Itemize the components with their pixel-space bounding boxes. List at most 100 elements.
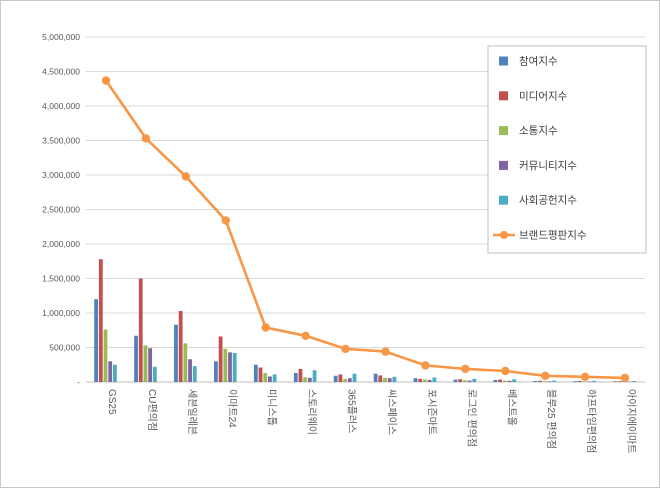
bar-series-3 <box>427 379 432 382</box>
bar-series-1 <box>98 259 103 382</box>
reputation-line-marker <box>141 134 151 143</box>
legend-swatch-icon <box>499 56 508 66</box>
reputation-line-marker <box>461 364 470 374</box>
bar-series-2 <box>103 329 108 382</box>
bar-series-4 <box>152 366 157 382</box>
y-axis-tick-label: 3,000,000 <box>42 170 80 180</box>
bar-series-3 <box>108 361 113 382</box>
bar-series-3 <box>467 380 472 382</box>
reputation-line-marker <box>221 216 230 225</box>
legend-item: 브랜드평판지수 <box>493 230 587 242</box>
bar-series-4 <box>392 376 397 382</box>
x-axis-category-label: 포시즌마트 <box>425 389 437 435</box>
x-axis-category-label: 이마트24 <box>226 389 238 428</box>
bar-series-0 <box>333 375 338 382</box>
bar-series-0 <box>493 379 498 382</box>
x-axis-category-label: 미니스톱 <box>266 389 278 426</box>
reputation-line-marker <box>421 361 430 370</box>
bar-series-3 <box>148 348 153 382</box>
y-axis-tick-label: 2,000,000 <box>42 239 80 249</box>
y-axis-tick-label: 5,000,000 <box>42 32 80 42</box>
bar-series-4 <box>272 374 277 382</box>
legend-item: 참여지수 <box>499 56 558 68</box>
legend-label: 사회공헌지수 <box>519 195 577 207</box>
x-axis-category-label: 아이지에이마트 <box>625 389 637 453</box>
bar-series-1 <box>378 375 383 382</box>
legend-marker-icon <box>500 231 508 239</box>
x-axis-category-label: 하프타임편의점 <box>585 389 598 453</box>
bar-series-4 <box>232 353 237 382</box>
bar-series-2 <box>383 377 387 382</box>
reputation-line-marker <box>620 373 630 383</box>
reputation-line-marker <box>261 323 270 332</box>
bar-series-3 <box>307 377 312 382</box>
y-axis-tick-label: 1,500,000 <box>42 274 80 284</box>
x-axis-category-label: 스토리웨이 <box>306 389 318 435</box>
x-axis-category-label: 베스트올 <box>505 389 517 426</box>
legend-label: 소통지수 <box>519 125 558 137</box>
bar-series-2 <box>343 378 347 382</box>
reputation-line-marker <box>301 331 310 340</box>
y-axis-tick-label: 1,000,000 <box>42 308 80 318</box>
bar-series-2 <box>462 380 467 382</box>
bar-series-1 <box>578 380 582 382</box>
bar-series-3 <box>347 378 352 382</box>
x-axis-category-label: 365플러스 <box>346 389 358 433</box>
bar-series-0 <box>134 335 138 382</box>
y-axis-tick-label: 4,500,000 <box>42 67 80 77</box>
bar-series-2 <box>303 377 308 382</box>
reputation-line-marker <box>101 76 111 85</box>
legend-label: 브랜드평판지수 <box>519 230 587 242</box>
bar-series-0 <box>573 381 578 382</box>
bar-series-0 <box>293 373 298 382</box>
x-axis-category-label: 로그인 편의점 <box>465 389 477 447</box>
bar-series-1 <box>458 379 463 382</box>
y-axis-tick-label: 2,500,000 <box>42 205 80 215</box>
y-axis-tick-label: 3,500,000 <box>42 136 80 146</box>
legend-item: 커뮤니티지수 <box>499 160 577 172</box>
bar-series-0 <box>174 324 178 382</box>
bar-series-2 <box>502 380 507 382</box>
legend-box <box>487 45 647 254</box>
legend-item: 소통지수 <box>499 125 558 137</box>
bar-series-4 <box>352 373 357 382</box>
bar-series-1 <box>338 374 343 382</box>
bar-series-4 <box>432 377 437 382</box>
bar-series-4 <box>552 380 557 382</box>
legend-swatch-icon <box>499 160 508 170</box>
y-axis-tick-label: 4,000,000 <box>42 101 80 111</box>
bar-series-1 <box>138 278 143 382</box>
bar-series-1 <box>258 367 263 382</box>
bar-series-3 <box>188 359 192 382</box>
bar-series-3 <box>228 352 232 382</box>
bar-series-1 <box>298 368 303 382</box>
legend-label: 커뮤니티지수 <box>519 160 577 172</box>
bar-series-0 <box>533 380 538 382</box>
bar-series-2 <box>582 381 587 382</box>
legend-swatch-icon <box>499 195 508 205</box>
bar-series-4 <box>113 364 117 382</box>
bar-series-3 <box>547 381 552 382</box>
x-axis-category-label: GS25 <box>106 389 117 415</box>
bar-series-1 <box>418 378 423 382</box>
legend-swatch-icon <box>499 91 508 101</box>
bar-series-1 <box>498 379 502 382</box>
bar-series-3 <box>507 380 512 382</box>
reputation-line-marker <box>181 172 190 181</box>
bar-series-2 <box>263 373 268 382</box>
bar-series-2 <box>183 343 188 382</box>
bar-series-4 <box>312 370 317 382</box>
bar-series-4 <box>472 378 477 382</box>
x-axis-category-label: 씨스페이스 <box>385 389 397 435</box>
bar-series-1 <box>178 310 183 382</box>
bar-series-2 <box>223 348 228 382</box>
bar-series-0 <box>373 373 378 382</box>
reputation-line-marker <box>341 344 350 354</box>
bar-series-4 <box>632 380 636 382</box>
legend-label: 미디어지수 <box>519 90 568 102</box>
bar-series-0 <box>613 381 618 382</box>
reputation-line-marker <box>541 371 550 380</box>
bar-series-4 <box>192 366 197 382</box>
